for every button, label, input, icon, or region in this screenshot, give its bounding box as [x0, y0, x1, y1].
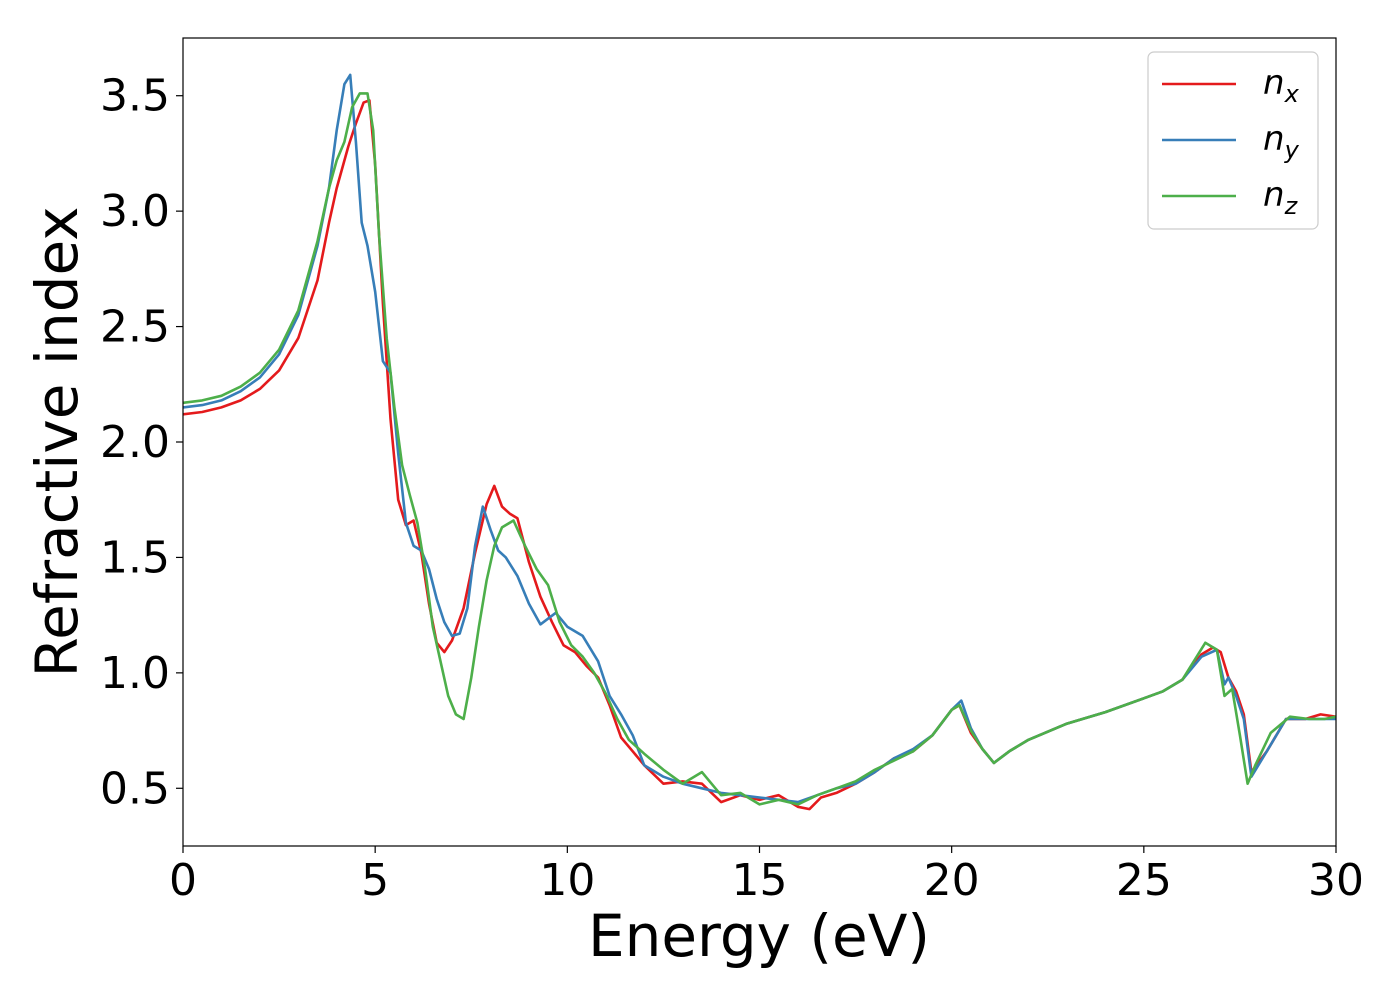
x-tick-label: 15 — [732, 855, 788, 906]
y-tick-label: 3.0 — [100, 186, 170, 237]
y-tick-label: 0.5 — [100, 763, 170, 814]
legend-label-nx: nx — [1263, 63, 1300, 108]
y-axis: 0.5 1.0 1.5 2.0 2.5 3.0 3.5 — [100, 71, 183, 814]
legend-label-ny: ny — [1263, 119, 1300, 164]
x-tick-label: 5 — [361, 855, 389, 906]
y-tick-label: 3.5 — [100, 71, 170, 122]
x-tick-label: 25 — [1116, 855, 1172, 906]
y-axis-title: Refractive index — [23, 206, 91, 677]
y-tick-label: 1.5 — [100, 532, 170, 583]
y-tick-label: 2.0 — [100, 417, 170, 468]
y-tick-label: 2.5 — [100, 302, 170, 353]
legend: nx ny nz — [1147, 51, 1319, 230]
x-tick-label: 10 — [539, 855, 595, 906]
x-tick-label: 0 — [169, 855, 197, 906]
x-tick-label: 20 — [924, 855, 980, 906]
series-layer — [183, 73, 1336, 811]
series-line-nz — [183, 92, 1336, 806]
x-tick-label: 30 — [1308, 855, 1364, 906]
x-axis-title: Energy (eV) — [588, 902, 930, 970]
x-axis: 0 5 10 15 20 25 30 — [169, 846, 1364, 906]
legend-label-nz: nz — [1263, 175, 1299, 220]
y-tick-label: 1.0 — [100, 648, 170, 699]
